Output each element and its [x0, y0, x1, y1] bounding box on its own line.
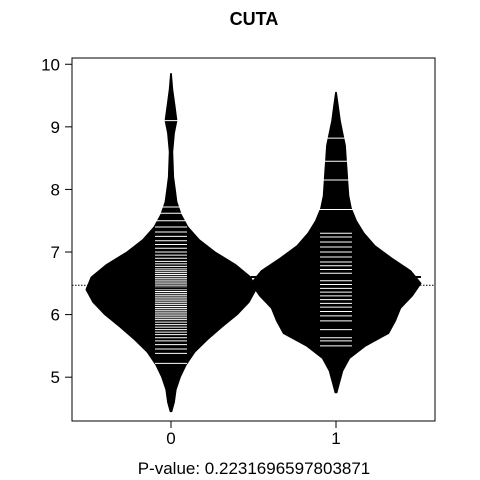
x-tick-label-1: 1	[331, 429, 340, 448]
y-tick-label-9: 9	[51, 118, 60, 137]
axes-layer: 5 6 7 8 9 10 0 1	[41, 55, 436, 448]
y-tick-label-6: 6	[51, 306, 60, 325]
bean-1	[250, 91, 422, 394]
y-tick-label-10: 10	[41, 55, 60, 74]
bean-0	[85, 73, 257, 413]
y-tick-label-5: 5	[51, 368, 60, 387]
plot-frame	[71, 57, 436, 422]
y-tick-label-8: 8	[51, 180, 60, 199]
chart-title: CUTA	[230, 9, 279, 29]
x-tick-label-0: 0	[166, 429, 175, 448]
x-axis-label: P-value: 0.2231696597803871	[138, 459, 371, 478]
beans-layer	[72, 73, 435, 413]
y-tick-label-7: 7	[51, 243, 60, 262]
